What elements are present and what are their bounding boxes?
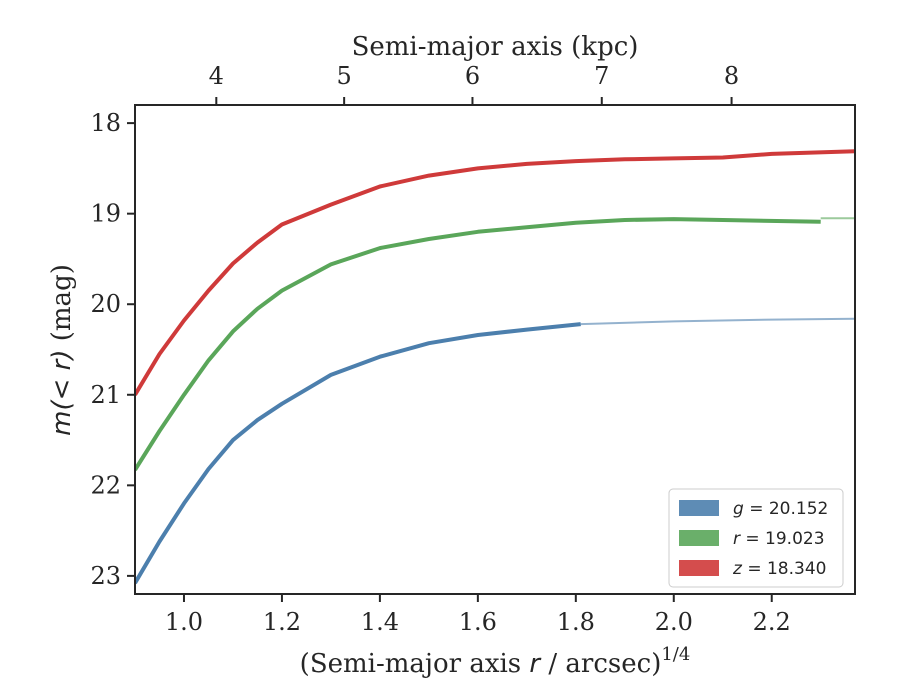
series-r-line bbox=[135, 217, 821, 471]
series-layer bbox=[135, 149, 855, 585]
top-x-tick-label: 7 bbox=[594, 62, 609, 90]
y-tick-label: 19 bbox=[90, 200, 121, 228]
legend-swatch-z bbox=[679, 560, 719, 576]
y-tick-label: 22 bbox=[90, 471, 121, 499]
top-axis-title: Semi-major axis (kpc) bbox=[352, 32, 639, 62]
x-tick-label: 2.2 bbox=[753, 608, 791, 636]
y-tick-label: 23 bbox=[90, 562, 121, 590]
legend-entries: g = 20.152 r = 19.023 z = 18.340 bbox=[679, 499, 828, 579]
x-tick-label: 2.0 bbox=[655, 608, 693, 636]
x-tick-label: 1.2 bbox=[263, 608, 301, 636]
x-tick-label: 1.6 bbox=[459, 608, 497, 636]
x-tick-label: 1.4 bbox=[361, 608, 399, 636]
top-x-axis: 4 5 6 7 8 bbox=[209, 62, 739, 105]
plot-frame bbox=[134, 104, 856, 595]
legend-label-g: g = 20.152 bbox=[733, 499, 828, 519]
top-x-tick-label: 8 bbox=[724, 62, 739, 90]
top-x-tick-label: 4 bbox=[209, 62, 224, 90]
legend-label-z: z = 18.340 bbox=[732, 559, 826, 579]
y-axis: 18 19 20 21 22 23 bbox=[90, 109, 135, 590]
y-tick-label: 18 bbox=[90, 109, 121, 137]
x-axis-title: (Semi-major axis r / arcsec)1/4 bbox=[300, 644, 691, 679]
legend-swatch-g bbox=[679, 500, 719, 516]
legend-swatch-r bbox=[679, 530, 719, 546]
legend: g = 20.152 r = 19.023 z = 18.340 bbox=[668, 488, 844, 588]
series-z-line bbox=[135, 149, 855, 396]
series-g-extrapolation bbox=[580, 317, 855, 326]
x-axis: 1.0 1.2 1.4 1.6 1.8 2.0 2.2 bbox=[165, 594, 791, 636]
x-tick-label: 1.8 bbox=[557, 608, 595, 636]
series-g-line bbox=[135, 322, 581, 585]
y-tick-label: 21 bbox=[90, 381, 121, 409]
y-tick-label: 20 bbox=[90, 290, 121, 318]
top-x-tick-label: 6 bbox=[465, 62, 480, 90]
y-axis-title: m(< r) (mag) bbox=[47, 264, 77, 436]
top-x-tick-label: 5 bbox=[337, 62, 352, 90]
legend-label-r: r = 19.023 bbox=[733, 529, 825, 549]
x-tick-label: 1.0 bbox=[165, 608, 203, 636]
